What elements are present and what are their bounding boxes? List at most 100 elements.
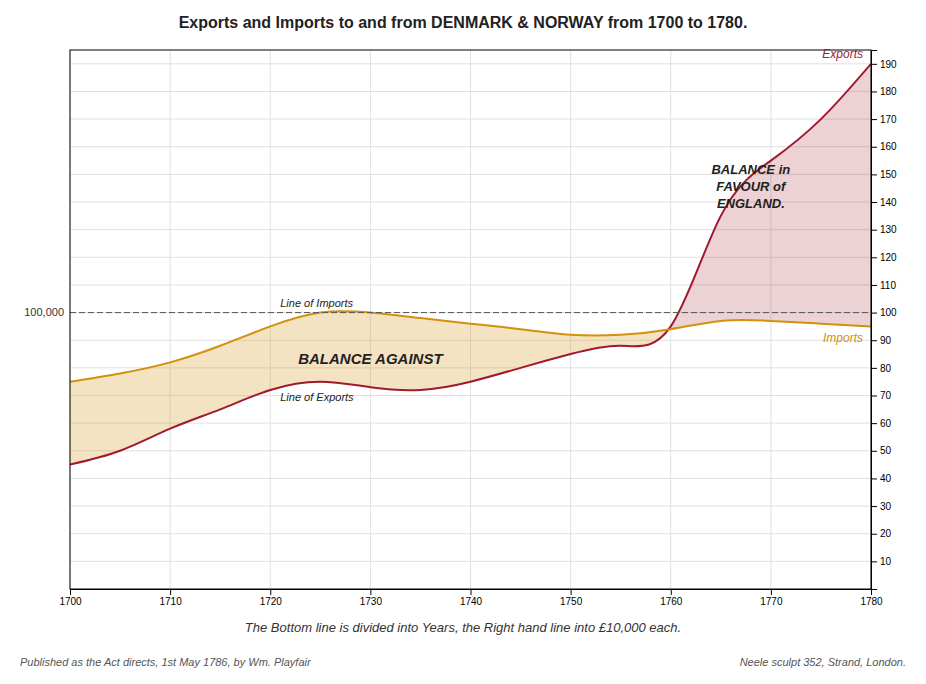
series-label: Exports bbox=[822, 47, 863, 61]
tick-mark bbox=[871, 423, 877, 424]
tick-label: 30 bbox=[880, 501, 892, 512]
x-tick: 1740 bbox=[460, 589, 483, 607]
tick-label: 1720 bbox=[260, 596, 283, 607]
tick-label: 1780 bbox=[860, 596, 883, 607]
tick-mark bbox=[270, 589, 271, 595]
annotations: 100,000 Exports Imports BALANCE AGAINST BALA… bbox=[24, 47, 863, 403]
y-tick: 120 bbox=[871, 252, 897, 263]
grid-line bbox=[170, 50, 171, 589]
y-tick: 140 bbox=[871, 197, 897, 208]
tick-mark bbox=[871, 174, 877, 175]
tick-label: 130 bbox=[880, 224, 897, 235]
y-tick: 170 bbox=[871, 114, 897, 125]
tick-label: 80 bbox=[880, 363, 892, 374]
title: Exports and Imports to and from DENMARK … bbox=[179, 14, 748, 31]
tick-mark bbox=[871, 119, 877, 120]
tick-label: 170 bbox=[880, 114, 897, 125]
tick-mark bbox=[871, 396, 877, 397]
y-tick: 20 bbox=[871, 528, 892, 539]
tick-label: 110 bbox=[880, 280, 896, 291]
x-tick: 1720 bbox=[260, 589, 283, 607]
grid-line bbox=[670, 50, 671, 589]
axis-line bbox=[872, 51, 878, 590]
footnote: Neele sculpt 352, Strand, London. bbox=[740, 656, 906, 668]
tick-label: 180 bbox=[880, 86, 897, 97]
tick-label: 1760 bbox=[660, 596, 683, 607]
series-line bbox=[70, 64, 871, 465]
annotation-line: BALANCE in bbox=[711, 163, 790, 178]
plot-frame bbox=[70, 50, 871, 589]
annotation: Line of Imports bbox=[280, 297, 353, 309]
tick-mark bbox=[871, 64, 877, 65]
subtitle: The Bottom line is divided into Years, t… bbox=[245, 620, 681, 635]
y-axis: 1020304050607080901001101201301401501601… bbox=[871, 51, 897, 590]
tick-mark bbox=[871, 451, 877, 452]
tick-label: 150 bbox=[880, 169, 897, 180]
y-tick: 40 bbox=[871, 473, 892, 484]
y-tick: 180 bbox=[871, 86, 897, 97]
tick-mark bbox=[70, 589, 71, 595]
grid-line bbox=[70, 312, 871, 313]
tick-mark bbox=[771, 589, 772, 595]
tick-label: 160 bbox=[880, 141, 897, 152]
tick-mark bbox=[170, 589, 171, 595]
annotation-line: FAVOUR of bbox=[716, 180, 787, 195]
tick-label: 1770 bbox=[760, 596, 783, 607]
y-tick: 90 bbox=[871, 335, 892, 346]
y-tick: 50 bbox=[871, 445, 892, 456]
y-tick: 100 bbox=[871, 307, 897, 318]
x-tick: 1710 bbox=[160, 589, 183, 607]
series-label: Imports bbox=[823, 331, 863, 345]
tick-label: 1710 bbox=[160, 596, 183, 607]
tick-mark bbox=[471, 589, 472, 595]
tick-mark bbox=[871, 561, 877, 562]
tick-mark bbox=[871, 285, 877, 286]
tick-mark bbox=[671, 589, 672, 595]
tick-label: 190 bbox=[880, 59, 897, 70]
annotation-line: ENGLAND. bbox=[717, 197, 785, 212]
reference-line-label: 100,000 bbox=[24, 306, 64, 318]
tick-mark bbox=[871, 147, 877, 148]
tick-label: 120 bbox=[880, 252, 897, 263]
tick-mark bbox=[871, 91, 877, 92]
tick-mark bbox=[871, 202, 877, 203]
y-tick: 160 bbox=[871, 141, 897, 152]
tick-mark bbox=[871, 230, 877, 231]
x-tick: 1760 bbox=[660, 589, 683, 607]
grid-line bbox=[270, 50, 271, 589]
annotation: Line of Exports bbox=[280, 391, 354, 403]
tick-mark bbox=[871, 313, 877, 314]
x-tick: 1700 bbox=[59, 589, 82, 607]
tick-mark bbox=[871, 368, 877, 369]
reference-line bbox=[70, 312, 871, 313]
footnote: Published as the Act directs, 1st May 17… bbox=[20, 656, 312, 668]
tick-label: 1700 bbox=[59, 596, 82, 607]
annotation-line: Line of Exports bbox=[280, 391, 354, 403]
tick-label: 1750 bbox=[560, 596, 583, 607]
annotation: BALANCE in FAVOUR of ENGLAND. bbox=[711, 163, 790, 212]
x-tick: 1780 bbox=[860, 589, 883, 607]
grid bbox=[70, 50, 871, 589]
x-tick: 1750 bbox=[560, 589, 583, 607]
y-tick: 190 bbox=[871, 59, 897, 70]
balance-favour-area bbox=[70, 64, 871, 589]
tick-label: 1740 bbox=[460, 596, 483, 607]
tick-label: 40 bbox=[880, 473, 892, 484]
y-tick: 10 bbox=[871, 556, 892, 567]
tick-label: 140 bbox=[880, 197, 897, 208]
x-tick: 1770 bbox=[760, 589, 783, 607]
annotation-line: Line of Imports bbox=[280, 297, 353, 309]
annotation-line: BALANCE AGAINST bbox=[298, 350, 444, 367]
tick-label: 10 bbox=[880, 556, 892, 567]
x-axis: 1700 1710 1720 1730 1740 1750 1760 1770 1780 bbox=[59, 589, 883, 607]
x-tick: 1730 bbox=[360, 589, 383, 607]
tick-mark bbox=[871, 340, 877, 341]
axis-line bbox=[71, 590, 872, 596]
y-tick: 150 bbox=[871, 169, 897, 180]
series-line bbox=[70, 311, 871, 382]
tick-mark bbox=[871, 506, 877, 507]
y-tick: 60 bbox=[871, 418, 892, 429]
tick-label: 90 bbox=[880, 335, 892, 346]
annotation: BALANCE AGAINST bbox=[298, 350, 444, 367]
tick-mark bbox=[370, 589, 371, 595]
